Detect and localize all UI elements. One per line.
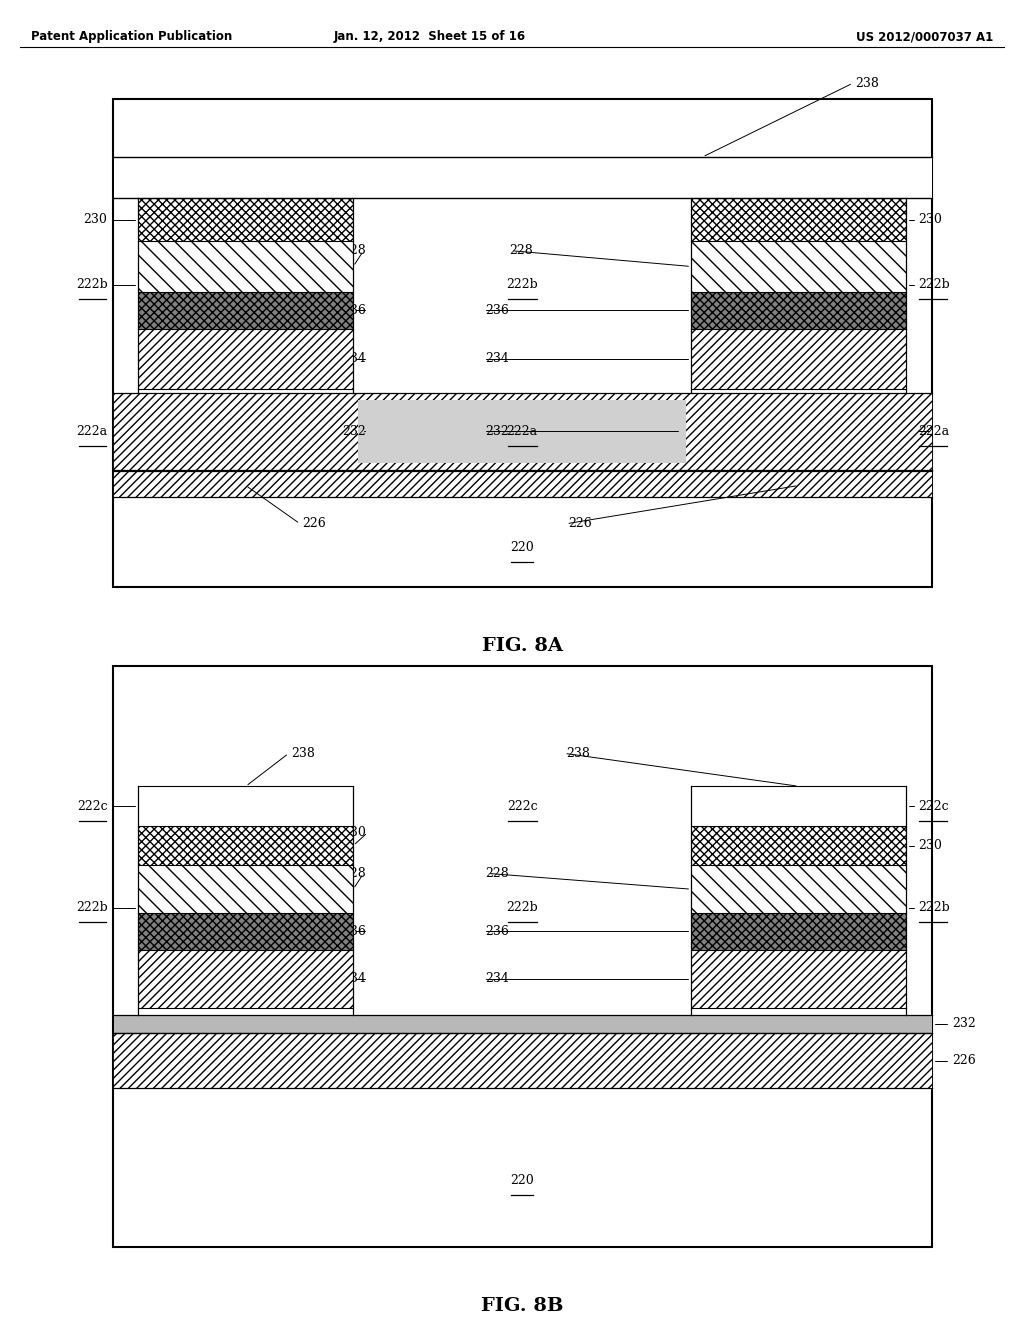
Text: 220: 220 [510,541,535,554]
Text: 228: 228 [509,244,532,257]
Text: FIG. 8B: FIG. 8B [481,1296,563,1315]
Text: 234: 234 [485,973,509,986]
Text: Patent Application Publication: Patent Application Publication [31,30,232,44]
Bar [113,99,932,587]
Text: 222b: 222b [919,279,950,292]
Text: FIG. 8A: FIG. 8A [481,638,563,655]
Text: 230: 230 [342,826,366,840]
Text: 232: 232 [485,425,509,438]
Text: 234: 234 [342,973,366,986]
Bar [113,667,932,1246]
Bar [353,787,691,1015]
Text: 230: 230 [84,213,108,226]
Text: 238: 238 [291,747,314,760]
Bar [138,198,353,242]
Bar [113,393,932,470]
Bar [353,198,691,393]
Bar [138,950,353,1008]
Bar [113,1015,932,1034]
Bar [691,292,906,329]
Bar [113,1034,932,1089]
Text: 232: 232 [342,425,366,438]
Text: 234: 234 [342,352,366,366]
Text: 222b: 222b [76,279,108,292]
Text: 226: 226 [302,517,326,531]
Text: US 2012/0007037 A1: US 2012/0007037 A1 [856,30,993,44]
Bar [691,329,906,389]
Text: 222c: 222c [77,800,108,813]
Bar [138,242,353,292]
Text: 222c: 222c [507,800,538,813]
Text: Jan. 12, 2012  Sheet 15 of 16: Jan. 12, 2012 Sheet 15 of 16 [334,30,526,44]
Text: 222a: 222a [507,425,538,438]
Text: 232: 232 [952,1018,976,1031]
Bar [138,787,353,826]
Bar [691,913,906,950]
Bar [138,292,353,329]
Text: 222c: 222c [919,800,949,813]
Bar [138,866,353,913]
Text: 228: 228 [342,244,366,257]
Bar [138,329,353,389]
Text: 226: 226 [568,517,592,531]
Bar [691,242,906,292]
Text: 222a: 222a [919,425,949,438]
Text: 238: 238 [566,747,590,760]
Text: 236: 236 [342,304,366,317]
Text: 234: 234 [485,352,509,366]
Bar [138,826,353,866]
Text: 222a: 222a [77,425,108,438]
Bar [113,471,932,498]
Text: 226: 226 [952,1055,976,1067]
Text: 222b: 222b [506,279,539,292]
Text: 222b: 222b [506,902,539,915]
Bar [691,950,906,1008]
Text: 222b: 222b [919,902,950,915]
Bar [691,787,906,826]
Bar [138,913,353,950]
Text: 236: 236 [485,304,509,317]
Text: 238: 238 [855,77,879,90]
Text: 220: 220 [510,1175,535,1187]
Text: 228: 228 [342,867,366,880]
Text: 236: 236 [485,925,509,939]
Bar [358,400,686,463]
Bar [113,157,932,198]
Bar [691,866,906,913]
Text: 236: 236 [342,925,366,939]
Text: 230: 230 [919,840,942,853]
Bar [691,826,906,866]
Text: 228: 228 [485,867,509,880]
Text: 222b: 222b [76,902,108,915]
Bar [691,198,906,242]
Text: 230: 230 [919,213,942,226]
